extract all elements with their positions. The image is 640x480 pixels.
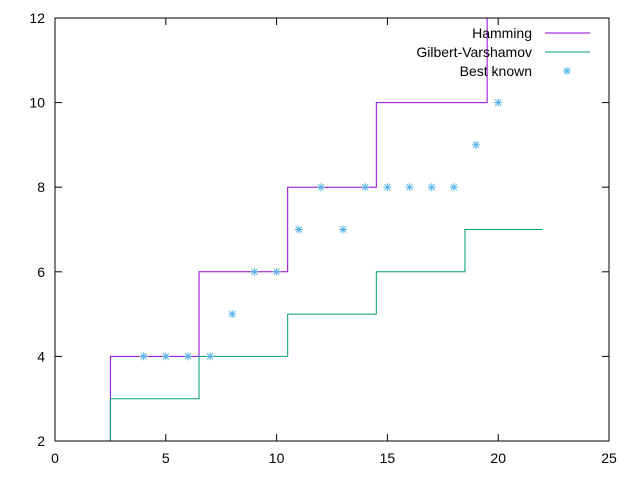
- y-tick-label: 2: [37, 433, 45, 449]
- data-point: [228, 310, 237, 319]
- data-point: [316, 183, 325, 192]
- star-stroke: [361, 183, 369, 191]
- data-point: [427, 183, 436, 192]
- star-stroke: [317, 183, 325, 191]
- y-tick-label: 12: [29, 10, 45, 26]
- star-stroke: [273, 268, 280, 276]
- axis-ticks: 0 5 10 15 20 25 2 4 6 8 10 12: [29, 10, 617, 466]
- data-point: [161, 352, 170, 361]
- legend-best-known: Best known: [460, 63, 571, 79]
- star-stroke: [428, 183, 436, 191]
- star-stroke: [450, 183, 458, 191]
- data-point: [139, 352, 148, 361]
- legend-marker: [563, 67, 571, 75]
- data-point: [383, 183, 392, 192]
- data-point: [405, 183, 414, 192]
- star-stroke: [339, 226, 347, 233]
- y-tick-label: 10: [29, 95, 45, 111]
- data-point: [361, 183, 370, 192]
- star-stroke: [563, 67, 571, 75]
- star-stroke: [251, 268, 258, 276]
- star-stroke: [184, 353, 192, 360]
- star-stroke: [228, 310, 236, 318]
- data-point: [272, 267, 281, 276]
- x-tick-label: 25: [601, 450, 617, 466]
- legend-label: Hamming: [472, 25, 532, 41]
- data-point: [206, 352, 215, 361]
- plot-frame: [54, 17, 610, 442]
- series-layer: [109, 18, 543, 441]
- y-tick-label: 4: [37, 348, 45, 364]
- y-tick-label: 6: [37, 264, 45, 280]
- x-tick-label: 10: [269, 450, 285, 466]
- data-point: [472, 140, 481, 149]
- x-tick-label: 20: [490, 450, 506, 466]
- star-stroke: [162, 353, 170, 360]
- y-tick-label: 8: [37, 179, 45, 195]
- data-point: [449, 183, 458, 192]
- x-tick-label: 15: [380, 450, 396, 466]
- legend-hamming: Hamming: [472, 25, 590, 41]
- series-hamming-line: [109, 18, 488, 441]
- star-stroke: [406, 183, 413, 191]
- star-stroke: [206, 353, 214, 360]
- star-stroke: [140, 353, 147, 360]
- series-best-known: [139, 98, 503, 361]
- data-point: [183, 352, 192, 361]
- star-stroke: [295, 226, 303, 233]
- data-point: [339, 225, 348, 234]
- legend-label: Gilbert-Varshamov: [416, 44, 532, 60]
- legend-label: Best known: [460, 63, 532, 79]
- x-tick-label: 0: [51, 450, 59, 466]
- data-point: [494, 98, 503, 107]
- star-stroke: [472, 141, 480, 149]
- legend: Hamming Gilbert-Varshamov Best known: [416, 25, 590, 79]
- series-gilbert-varshamov-line: [109, 229, 543, 441]
- data-point: [250, 267, 259, 276]
- legend-gilbert-varshamov: Gilbert-Varshamov: [416, 44, 590, 60]
- star-stroke: [494, 99, 502, 106]
- x-tick-label: 5: [162, 450, 170, 466]
- data-point: [294, 225, 303, 234]
- star-stroke: [384, 183, 391, 191]
